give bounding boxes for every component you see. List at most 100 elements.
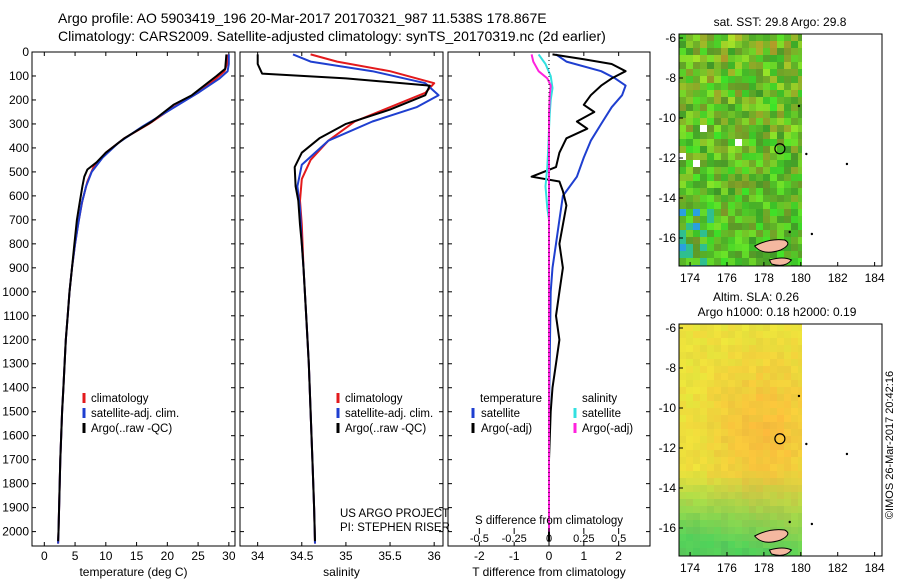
field-cell <box>686 48 694 56</box>
field-cell <box>756 541 764 549</box>
field-cell <box>742 394 750 402</box>
field-cell <box>763 188 771 196</box>
field-cell <box>721 352 729 360</box>
field-cell <box>686 541 694 549</box>
field-cell <box>693 429 701 437</box>
field-cell <box>728 160 736 168</box>
field-cell <box>679 345 687 353</box>
field-cell <box>714 527 722 535</box>
field-cell <box>749 153 757 161</box>
field-cell <box>700 478 708 486</box>
field-cell <box>791 366 799 374</box>
field-cell <box>700 541 708 549</box>
field-cell <box>700 76 708 84</box>
difference-x-axis-label: T difference from climatology <box>472 565 626 579</box>
field-cell <box>707 478 715 486</box>
field-cell <box>700 111 708 119</box>
field-cell <box>784 139 792 147</box>
field-cell <box>749 373 757 381</box>
field-cell <box>679 548 687 556</box>
field-cell <box>728 153 736 161</box>
field-cell <box>742 83 750 91</box>
field-cell <box>777 90 785 98</box>
field-cell <box>798 499 802 507</box>
field-cell <box>693 436 701 444</box>
field-cell <box>756 520 764 528</box>
difference-series-line <box>530 53 627 542</box>
legend-label: satellite-adj. clim. <box>345 408 433 420</box>
field-cell <box>798 202 802 210</box>
field-cell <box>714 69 722 77</box>
field-cell <box>728 76 736 84</box>
field-cell <box>791 160 799 168</box>
field-cell <box>798 548 802 556</box>
field-cell <box>721 76 729 84</box>
field-cell <box>728 464 736 472</box>
field-cell <box>686 153 694 161</box>
field-cell <box>686 258 694 266</box>
field-cell <box>693 513 701 521</box>
field-cell <box>749 216 757 224</box>
field-cell <box>763 251 771 259</box>
field-cell <box>700 48 708 56</box>
field-cell <box>742 118 750 126</box>
field-cell <box>721 471 729 479</box>
field-cell <box>735 188 743 196</box>
field-cell <box>679 352 687 360</box>
field-cell <box>721 90 729 98</box>
field-cell <box>728 478 736 486</box>
field-cell <box>693 506 701 514</box>
field-cell <box>749 345 757 353</box>
field-cell <box>791 237 799 245</box>
field-cell <box>763 258 771 266</box>
field-cell <box>777 202 785 210</box>
y-tick-label: 1700 <box>2 453 29 467</box>
field-cell <box>693 188 701 196</box>
field-cell <box>735 485 743 493</box>
field-cell <box>791 251 799 259</box>
field-cell <box>693 104 701 112</box>
field-cell <box>742 464 750 472</box>
field-cell <box>770 146 778 154</box>
field-cell <box>777 443 785 451</box>
field-cell <box>749 520 757 528</box>
field-cell <box>756 499 764 507</box>
field-cell <box>784 90 792 98</box>
field-cell <box>777 478 785 486</box>
field-cell <box>777 146 785 154</box>
field-cell <box>721 237 729 245</box>
field-cell <box>735 34 743 42</box>
map-x-tick-label: 176 <box>717 271 737 285</box>
field-cell <box>693 492 701 500</box>
field-cell <box>735 492 743 500</box>
field-cell <box>693 209 701 217</box>
field-cell <box>686 415 694 423</box>
field-cell <box>756 90 764 98</box>
field-cell <box>707 41 715 49</box>
field-cell <box>707 69 715 77</box>
field-cell <box>707 541 715 549</box>
field-cell <box>686 401 694 409</box>
field-cell <box>763 436 771 444</box>
field-cell <box>756 373 764 381</box>
field-cell <box>770 153 778 161</box>
field-cell <box>770 359 778 367</box>
field-cell <box>679 408 687 416</box>
field-cell <box>679 492 687 500</box>
field-cell <box>742 443 750 451</box>
field-cell <box>742 251 750 259</box>
field-cell <box>756 111 764 119</box>
field-cell <box>756 527 764 535</box>
field-cell <box>679 97 687 105</box>
field-cell <box>798 153 802 161</box>
field-cell <box>770 139 778 147</box>
field-cell <box>700 513 708 521</box>
field-cell <box>679 415 687 423</box>
field-cell <box>756 188 764 196</box>
field-cell <box>756 139 764 147</box>
field-cell <box>700 41 708 49</box>
field-cell <box>735 464 743 472</box>
field-cell <box>749 331 757 339</box>
map-y-tick-label: -6 <box>665 321 676 335</box>
field-cell <box>714 160 722 168</box>
